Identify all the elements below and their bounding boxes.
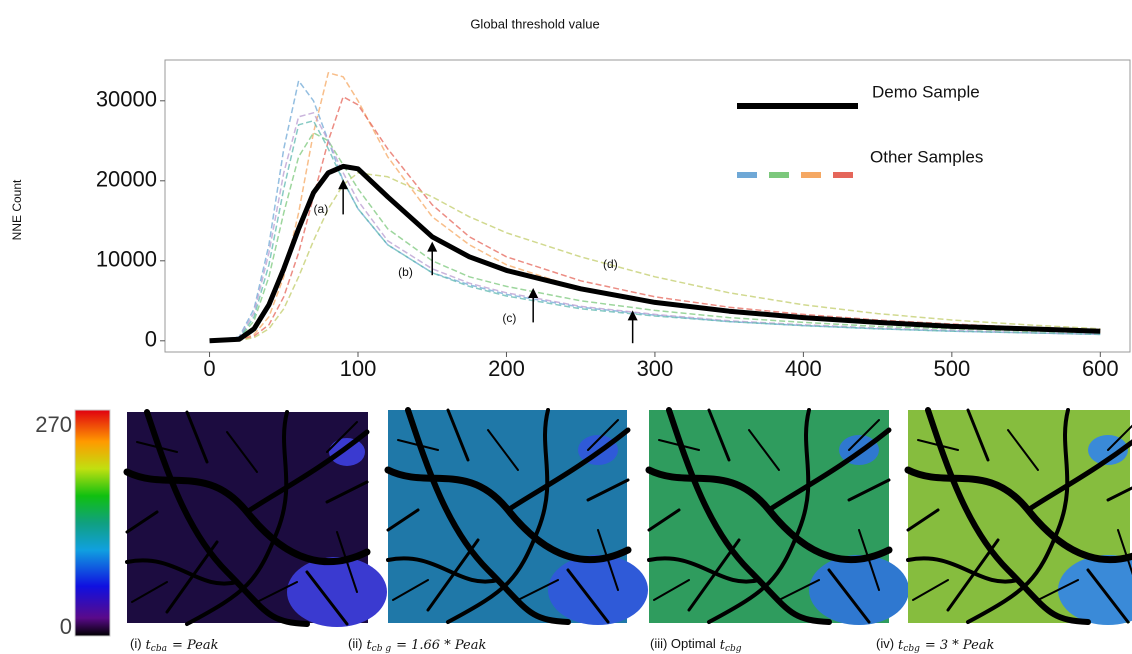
caption: (ii) tcb g = 1.66 * Peak bbox=[348, 636, 486, 653]
caption-sub: cba bbox=[151, 644, 167, 654]
caption: (i) tcba = Peak bbox=[130, 636, 219, 653]
x-tick-label: 200 bbox=[488, 356, 525, 381]
caption-label: (i) bbox=[130, 636, 142, 651]
caption-label: (ii) bbox=[348, 636, 362, 651]
caption-var: t bbox=[720, 638, 726, 653]
arrow-head bbox=[338, 179, 349, 190]
colorbar-tick-label: 0 bbox=[60, 614, 72, 639]
caption-sub: cbg bbox=[903, 644, 920, 654]
x-tick-label: 0 bbox=[203, 356, 215, 381]
x-tick-label: 400 bbox=[785, 356, 822, 381]
legend-label: Other Samples bbox=[870, 147, 983, 166]
sample-line bbox=[209, 112, 1101, 342]
sample-line bbox=[209, 96, 1101, 342]
image-i bbox=[127, 412, 387, 627]
image-iv bbox=[908, 410, 1132, 625]
caption: (iv) tcbg = 3 * Peak bbox=[876, 636, 995, 653]
caption-var: t bbox=[146, 638, 152, 653]
arrow-head bbox=[427, 241, 438, 252]
image-iii bbox=[649, 410, 909, 625]
y-tick-label: 20000 bbox=[96, 167, 157, 192]
caption-expr: = 3 * Peak bbox=[925, 638, 995, 653]
caption-label: (iv) bbox=[876, 636, 894, 651]
demo-line bbox=[209, 163, 1101, 344]
sample-line bbox=[209, 172, 1101, 342]
annotation: (b) bbox=[398, 265, 413, 279]
sample-line bbox=[209, 120, 1101, 342]
y-tick-label: 30000 bbox=[96, 87, 157, 112]
x-tick-label: 600 bbox=[1082, 356, 1119, 381]
caption-expr: = 1.66 * Peak bbox=[396, 638, 486, 653]
caption: (iii) Optimal tcbg bbox=[650, 636, 742, 653]
y-tick-label: 10000 bbox=[96, 247, 157, 272]
x-tick-label: 300 bbox=[637, 356, 674, 381]
plot bbox=[209, 72, 1101, 344]
caption-var: t bbox=[366, 638, 372, 653]
arrow-head bbox=[528, 288, 539, 298]
plot-frame bbox=[164, 59, 1131, 353]
legend-label: Demo Sample bbox=[872, 82, 980, 101]
image-ii bbox=[388, 410, 648, 625]
sample-line bbox=[209, 80, 1101, 342]
x-axis-title: Global threshold value bbox=[470, 16, 599, 31]
y-axis-title: NNE Count bbox=[10, 179, 24, 240]
caption-sub: cb g bbox=[372, 644, 392, 654]
caption-expr: = Peak bbox=[172, 638, 219, 653]
x-tick-label: 500 bbox=[933, 356, 970, 381]
colorbar bbox=[74, 409, 111, 637]
caption-sub: cbg bbox=[725, 644, 742, 654]
x-tick-label: 100 bbox=[340, 356, 377, 381]
arrow-head bbox=[627, 310, 638, 321]
caption-var: t bbox=[898, 638, 904, 653]
sample-line bbox=[209, 132, 1101, 342]
annotation: (c) bbox=[502, 311, 516, 325]
caption-label: (iii) Optimal bbox=[650, 636, 716, 651]
y-tick-label: 0 bbox=[145, 327, 157, 352]
annotation: (d) bbox=[603, 257, 618, 271]
colorbar-tick-label: 270 bbox=[35, 412, 72, 437]
annotation: (a) bbox=[314, 202, 329, 216]
